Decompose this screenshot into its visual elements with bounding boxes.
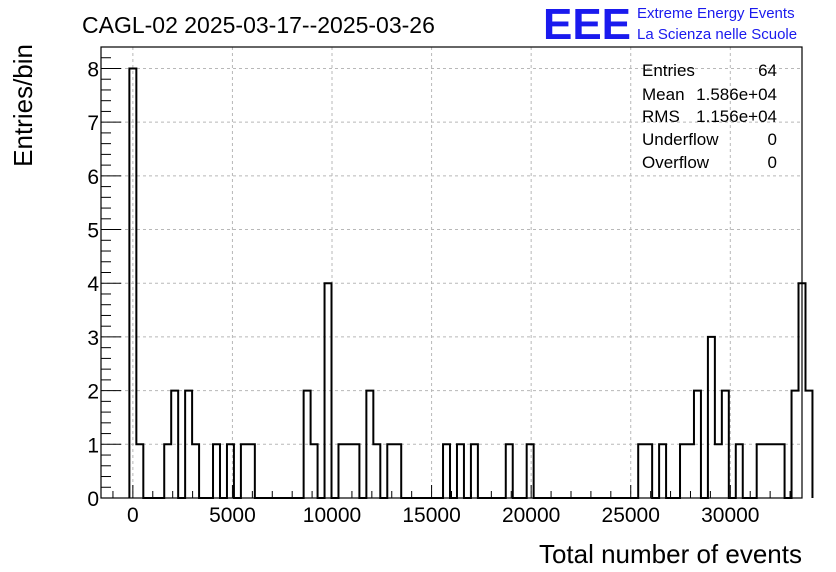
y-tick-label: 0 — [87, 488, 99, 511]
x-tick-label: 5000 — [209, 504, 256, 527]
histogram-bin — [387, 444, 394, 498]
histogram-bin — [345, 444, 352, 498]
y-tick-label: 2 — [87, 381, 99, 404]
y-tick-label: 5 — [87, 220, 99, 243]
histogram-bin — [443, 444, 450, 498]
stats-mean-label: Mean — [642, 85, 685, 104]
stats-underflow-value: 0 — [768, 130, 777, 149]
histogram-outline — [128, 67, 814, 499]
y-tick-labels: 0 1 2 3 4 5 6 7 8 — [87, 58, 99, 511]
histogram-bin — [352, 444, 359, 498]
histogram-bin — [373, 444, 380, 498]
stats-box: Entries 64 Mean 1.586e+04 RMS 1.156e+04 … — [642, 61, 777, 172]
x-tick-label: 30000 — [701, 504, 759, 527]
histogram-bin — [457, 444, 464, 498]
histogram-bin — [805, 391, 812, 498]
histogram-bin — [638, 444, 645, 498]
histogram-bin — [248, 444, 255, 498]
stats-rms-label: RMS — [642, 107, 680, 126]
axis-ticks — [101, 57, 791, 499]
logo-text: EEE — [543, 0, 631, 49]
x-tick-label: 15000 — [402, 504, 460, 527]
stats-overflow-label: Overflow — [642, 153, 710, 172]
stats-underflow-label: Underflow — [642, 130, 719, 149]
y-axis-label: Entries/bin — [8, 44, 38, 167]
histogram-bin — [164, 444, 171, 498]
y-tick-label: 3 — [87, 327, 99, 350]
eee-logo: EEE Extreme Energy Events La Scienza nel… — [543, 0, 797, 49]
histogram-bin — [311, 444, 318, 498]
x-tick-label: 10000 — [303, 504, 361, 527]
histogram-bin — [715, 444, 722, 498]
histogram-bin — [645, 444, 652, 498]
histogram-bin — [241, 444, 248, 498]
histogram-bin — [136, 444, 143, 498]
logo-line2: La Scienza nelle Scuole — [637, 26, 797, 43]
histogram-bin — [764, 444, 771, 498]
histogram-bin — [680, 444, 687, 498]
stats-rms-value: 1.156e+04 — [696, 107, 777, 126]
grid-lines — [101, 47, 802, 498]
chart-title: CAGL-02 2025-03-17--2025-03-26 — [82, 12, 435, 38]
logo-line1: Extreme Energy Events — [637, 5, 795, 22]
y-tick-label: 7 — [87, 112, 99, 135]
histogram-bin — [659, 444, 666, 498]
y-tick-label: 4 — [87, 273, 99, 296]
histogram-bin — [506, 444, 513, 498]
x-tick-label: 25000 — [602, 504, 660, 527]
histogram-bin — [708, 337, 715, 498]
histogram-bin — [527, 444, 534, 498]
histogram-bin — [771, 444, 778, 498]
histogram-bin — [778, 444, 785, 498]
stats-entries-label: Entries — [642, 61, 695, 80]
y-tick-label: 8 — [87, 58, 99, 81]
histogram-bin — [213, 444, 220, 498]
histogram-bin — [736, 444, 743, 498]
histogram-bin — [192, 444, 199, 498]
x-tick-labels: 0 5000 10000 15000 20000 25000 30000 — [127, 504, 759, 527]
x-tick-label: 0 — [127, 504, 139, 527]
y-tick-label: 1 — [87, 434, 99, 457]
stats-entries-value: 64 — [758, 61, 777, 80]
histogram-bin — [687, 444, 694, 498]
stats-overflow-value: 0 — [768, 153, 777, 172]
histogram-bin — [394, 444, 401, 498]
histogram-bin — [471, 444, 478, 498]
histogram-bin — [338, 444, 345, 498]
stats-mean-value: 1.586e+04 — [696, 85, 777, 104]
y-tick-label: 6 — [87, 166, 99, 189]
x-tick-label: 20000 — [502, 504, 560, 527]
histogram-bin — [757, 444, 764, 498]
x-axis-label: Total number of events — [539, 539, 802, 569]
